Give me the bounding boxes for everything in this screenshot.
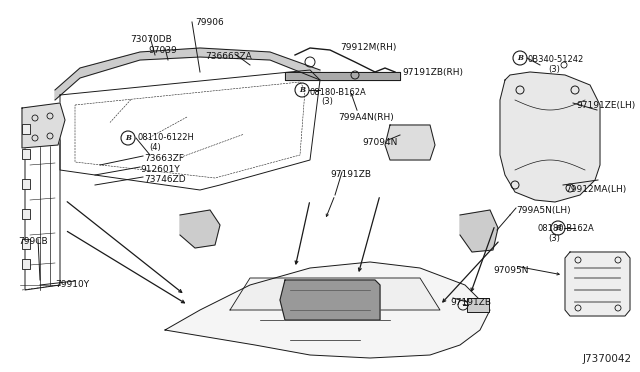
FancyBboxPatch shape	[22, 179, 30, 189]
Text: 79912MA(LH): 79912MA(LH)	[565, 185, 627, 194]
Text: B: B	[125, 134, 131, 142]
Polygon shape	[22, 103, 65, 148]
Polygon shape	[55, 48, 320, 100]
Text: 79912M(RH): 79912M(RH)	[340, 43, 396, 52]
Polygon shape	[385, 125, 435, 160]
Text: (3): (3)	[548, 234, 560, 243]
Polygon shape	[500, 72, 600, 202]
Polygon shape	[25, 105, 60, 290]
Text: 97191ZB(RH): 97191ZB(RH)	[402, 68, 463, 77]
Text: 97094N: 97094N	[362, 138, 397, 147]
Text: 912601Y: 912601Y	[140, 165, 180, 174]
Text: 79910Y: 79910Y	[55, 280, 89, 289]
Polygon shape	[565, 252, 630, 316]
FancyBboxPatch shape	[22, 209, 30, 219]
Text: J7370042: J7370042	[583, 354, 632, 364]
Polygon shape	[230, 278, 440, 310]
Text: 97039: 97039	[148, 46, 177, 55]
Text: 0B340-51242: 0B340-51242	[527, 55, 583, 64]
Text: 08180-B162A: 08180-B162A	[310, 88, 367, 97]
Text: 799A5N(LH): 799A5N(LH)	[516, 206, 571, 215]
Text: 08110-6122H: 08110-6122H	[138, 133, 195, 142]
Polygon shape	[460, 210, 498, 252]
FancyBboxPatch shape	[22, 124, 30, 134]
Text: 08180-B162A: 08180-B162A	[537, 224, 594, 233]
Text: B: B	[517, 54, 523, 62]
Polygon shape	[180, 210, 220, 248]
Text: 799A4N(RH): 799A4N(RH)	[338, 113, 394, 122]
Polygon shape	[165, 262, 490, 358]
FancyBboxPatch shape	[22, 259, 30, 269]
Text: 97191ZE(LH): 97191ZE(LH)	[576, 101, 636, 110]
Text: (3): (3)	[548, 65, 560, 74]
Polygon shape	[280, 280, 380, 320]
Text: 799CB: 799CB	[18, 237, 47, 246]
Text: 73070DB: 73070DB	[130, 35, 172, 44]
Text: (4): (4)	[149, 143, 161, 152]
FancyBboxPatch shape	[467, 298, 489, 312]
Text: B: B	[555, 224, 561, 232]
Text: 97191ZB: 97191ZB	[330, 170, 371, 179]
Text: 97095N: 97095N	[493, 266, 529, 275]
Text: B: B	[299, 86, 305, 94]
Text: 73746ZD: 73746ZD	[144, 175, 186, 184]
Text: 79906: 79906	[195, 18, 224, 27]
Text: 97191ZB: 97191ZB	[450, 298, 491, 307]
FancyBboxPatch shape	[22, 149, 30, 159]
FancyBboxPatch shape	[22, 239, 30, 249]
Text: (3): (3)	[321, 97, 333, 106]
Text: 73663ZF: 73663ZF	[144, 154, 184, 163]
Polygon shape	[60, 70, 320, 190]
Text: 736663ZA: 736663ZA	[205, 52, 252, 61]
Polygon shape	[285, 72, 400, 80]
